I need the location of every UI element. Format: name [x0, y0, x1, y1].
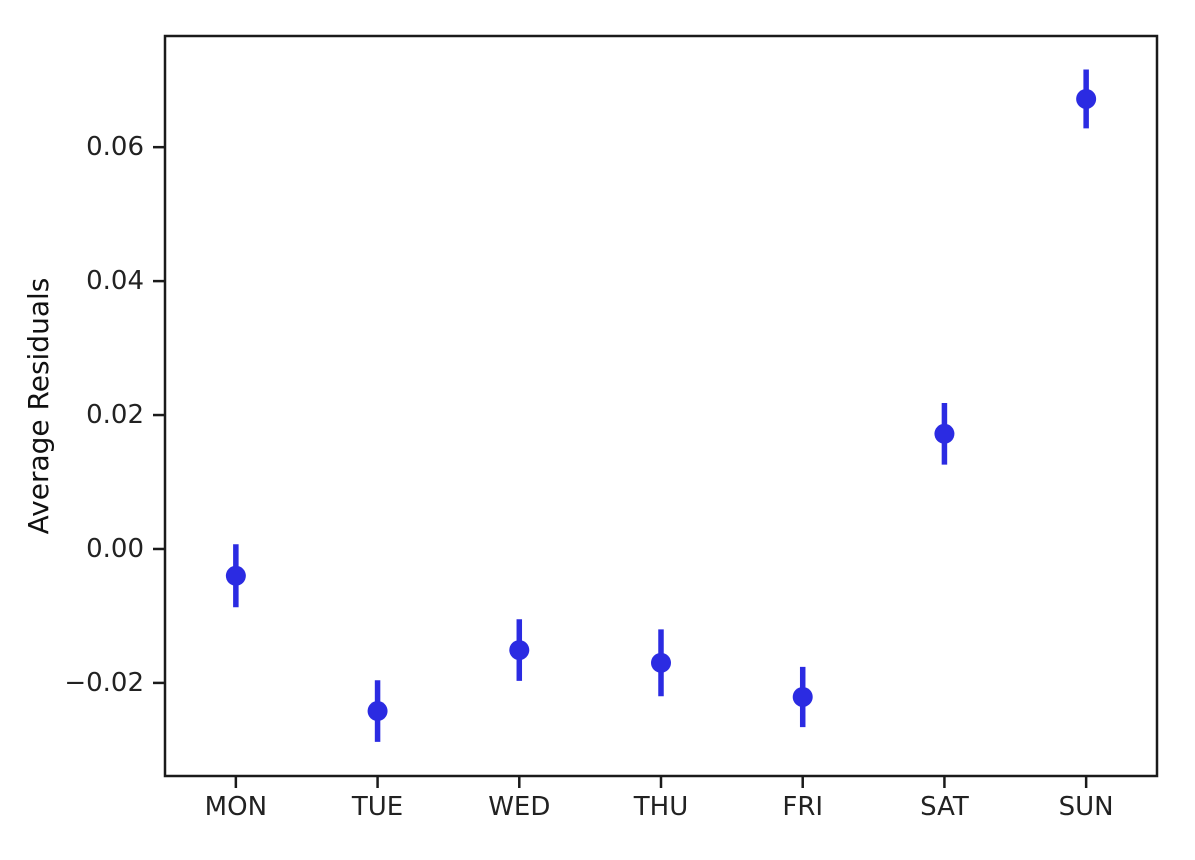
x-tick-label: TUE: [351, 792, 403, 822]
data-point-sun: [1076, 88, 1097, 109]
x-axis: MON TUE WED THU FRI SAT SUN: [205, 776, 1114, 822]
x-tick-label: THU: [633, 792, 688, 822]
x-tick-label: SUN: [1059, 792, 1114, 822]
x-tick-label: SAT: [920, 792, 969, 822]
y-tick-label: 0.06: [86, 132, 144, 162]
data-point-fri: [792, 686, 813, 707]
axis-labels: Average Residuals: [22, 278, 55, 535]
y-axis-title: Average Residuals: [22, 278, 55, 535]
data-point-mon: [225, 565, 246, 586]
y-tick-label: 0.00: [86, 534, 144, 564]
y-tick-label: 0.02: [86, 400, 144, 430]
x-tick-label: MON: [205, 792, 267, 822]
y-axis: 0.06 0.04 0.02 0.00 −0.02: [64, 132, 165, 698]
y-tick-label: −0.02: [64, 668, 144, 698]
y-tick-label: 0.04: [86, 266, 144, 296]
data-point-tue: [367, 701, 388, 722]
data-point-thu: [651, 652, 671, 673]
data-point-sat: [934, 423, 955, 444]
x-tick-label: WED: [488, 792, 550, 822]
data-point-wed: [509, 640, 530, 661]
x-tick-label: FRI: [782, 792, 823, 822]
series-layer: [225, 69, 1097, 742]
